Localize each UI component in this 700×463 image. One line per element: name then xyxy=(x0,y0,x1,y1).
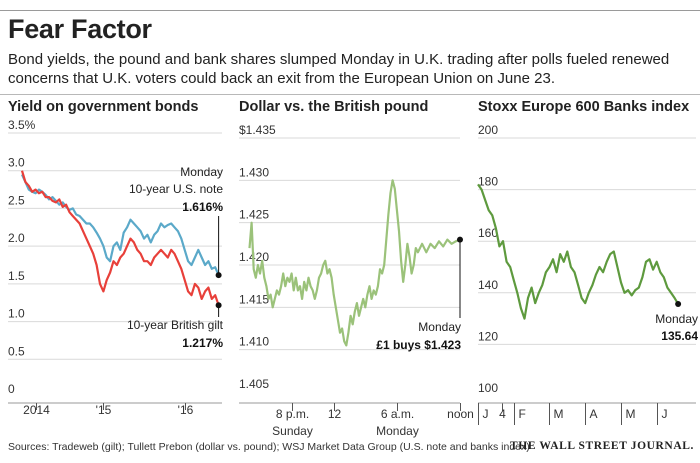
x-tick-label: J xyxy=(662,407,668,421)
x-tick-label: M xyxy=(626,407,636,421)
y-tick-label: 160 xyxy=(478,226,498,240)
sources-note: Sources: Tradeweb (gilt); Tullett Prebon… xyxy=(8,441,530,453)
annotation-value: 135.64 xyxy=(661,329,698,343)
annotation-value: £1 buys $1.423 xyxy=(376,338,461,352)
y-tick-label: 100 xyxy=(478,381,498,395)
dek: Bond yields, the pound and bank shares s… xyxy=(8,51,670,87)
x-tick-label: noon xyxy=(447,407,474,421)
y-tick-label: 1.5 xyxy=(8,269,25,283)
y-tick-label: 1.425 xyxy=(239,208,269,222)
10-year-british-gilt-line xyxy=(20,170,220,306)
y-tick-label: 2.0 xyxy=(8,231,25,245)
10-year-u-s-note-line xyxy=(20,174,220,276)
y-tick-label: 140 xyxy=(478,278,498,292)
section-rule xyxy=(0,94,700,95)
banks-marker xyxy=(675,301,682,308)
annotation-label: 10-year U.S. note xyxy=(129,182,223,196)
y-tick-label: 1.430 xyxy=(239,165,269,179)
x-tick-label: '16 xyxy=(178,403,194,417)
y-tick-label: 180 xyxy=(478,175,498,189)
us-note-marker xyxy=(215,272,222,279)
panel3-title: Stoxx Europe 600 Banks index xyxy=(478,99,690,115)
dollar-vs-the-british-pound-line xyxy=(248,179,461,347)
x-tick-label: 8 p.m. xyxy=(276,407,309,421)
headline: Fear Factor xyxy=(8,14,152,44)
panel1-title: Yield on government bonds xyxy=(8,99,199,115)
y-tick-label: 2.5 xyxy=(8,193,25,207)
y-tick-label: 3.5% xyxy=(8,118,36,132)
annotation-label: 10-year British gilt xyxy=(127,318,224,332)
y-tick-label: 120 xyxy=(478,329,498,343)
annotation-label: Monday xyxy=(180,165,223,179)
x-tick-label: 4 xyxy=(499,407,506,421)
y-tick-label: 1.415 xyxy=(239,292,269,306)
panel2-title: Dollar vs. the British pound xyxy=(239,99,429,115)
x-tick-label: F xyxy=(519,407,526,421)
annotation-value: 1.616% xyxy=(182,200,223,214)
x-tick-label: '15 xyxy=(96,403,112,417)
x-tick-label: M xyxy=(554,407,564,421)
x-tick-label: 2014 xyxy=(23,403,50,417)
annotation-label: Monday xyxy=(418,320,461,334)
y-tick-label: 3.0 xyxy=(8,156,25,170)
annotation-value: 1.217% xyxy=(182,336,223,350)
gilt-marker xyxy=(215,302,222,309)
y-tick-label: $1.435 xyxy=(239,123,276,137)
x-tick-label: 12 xyxy=(328,407,342,421)
x-tick-label: 6 a.m. xyxy=(381,407,414,421)
y-tick-label: 1.405 xyxy=(239,377,269,391)
y-tick-label: 0.5 xyxy=(8,344,25,358)
x-tick-sublabel: Monday xyxy=(376,424,419,438)
annotation-label: Monday xyxy=(655,312,698,326)
x-tick-label: J xyxy=(483,407,489,421)
y-tick-label: 0 xyxy=(8,382,15,396)
y-tick-label: 1.0 xyxy=(8,307,25,321)
y-tick-label: 200 xyxy=(478,123,498,137)
x-tick-sublabel: Sunday xyxy=(272,424,313,438)
wsj-credit: THE WALL STREET JOURNAL. xyxy=(510,440,694,452)
pound-marker xyxy=(457,236,463,243)
top-rule xyxy=(0,10,700,11)
x-tick-label: A xyxy=(590,407,598,421)
y-tick-label: 1.410 xyxy=(239,335,269,349)
stoxx-europe-600-banks-index-line xyxy=(477,183,680,320)
